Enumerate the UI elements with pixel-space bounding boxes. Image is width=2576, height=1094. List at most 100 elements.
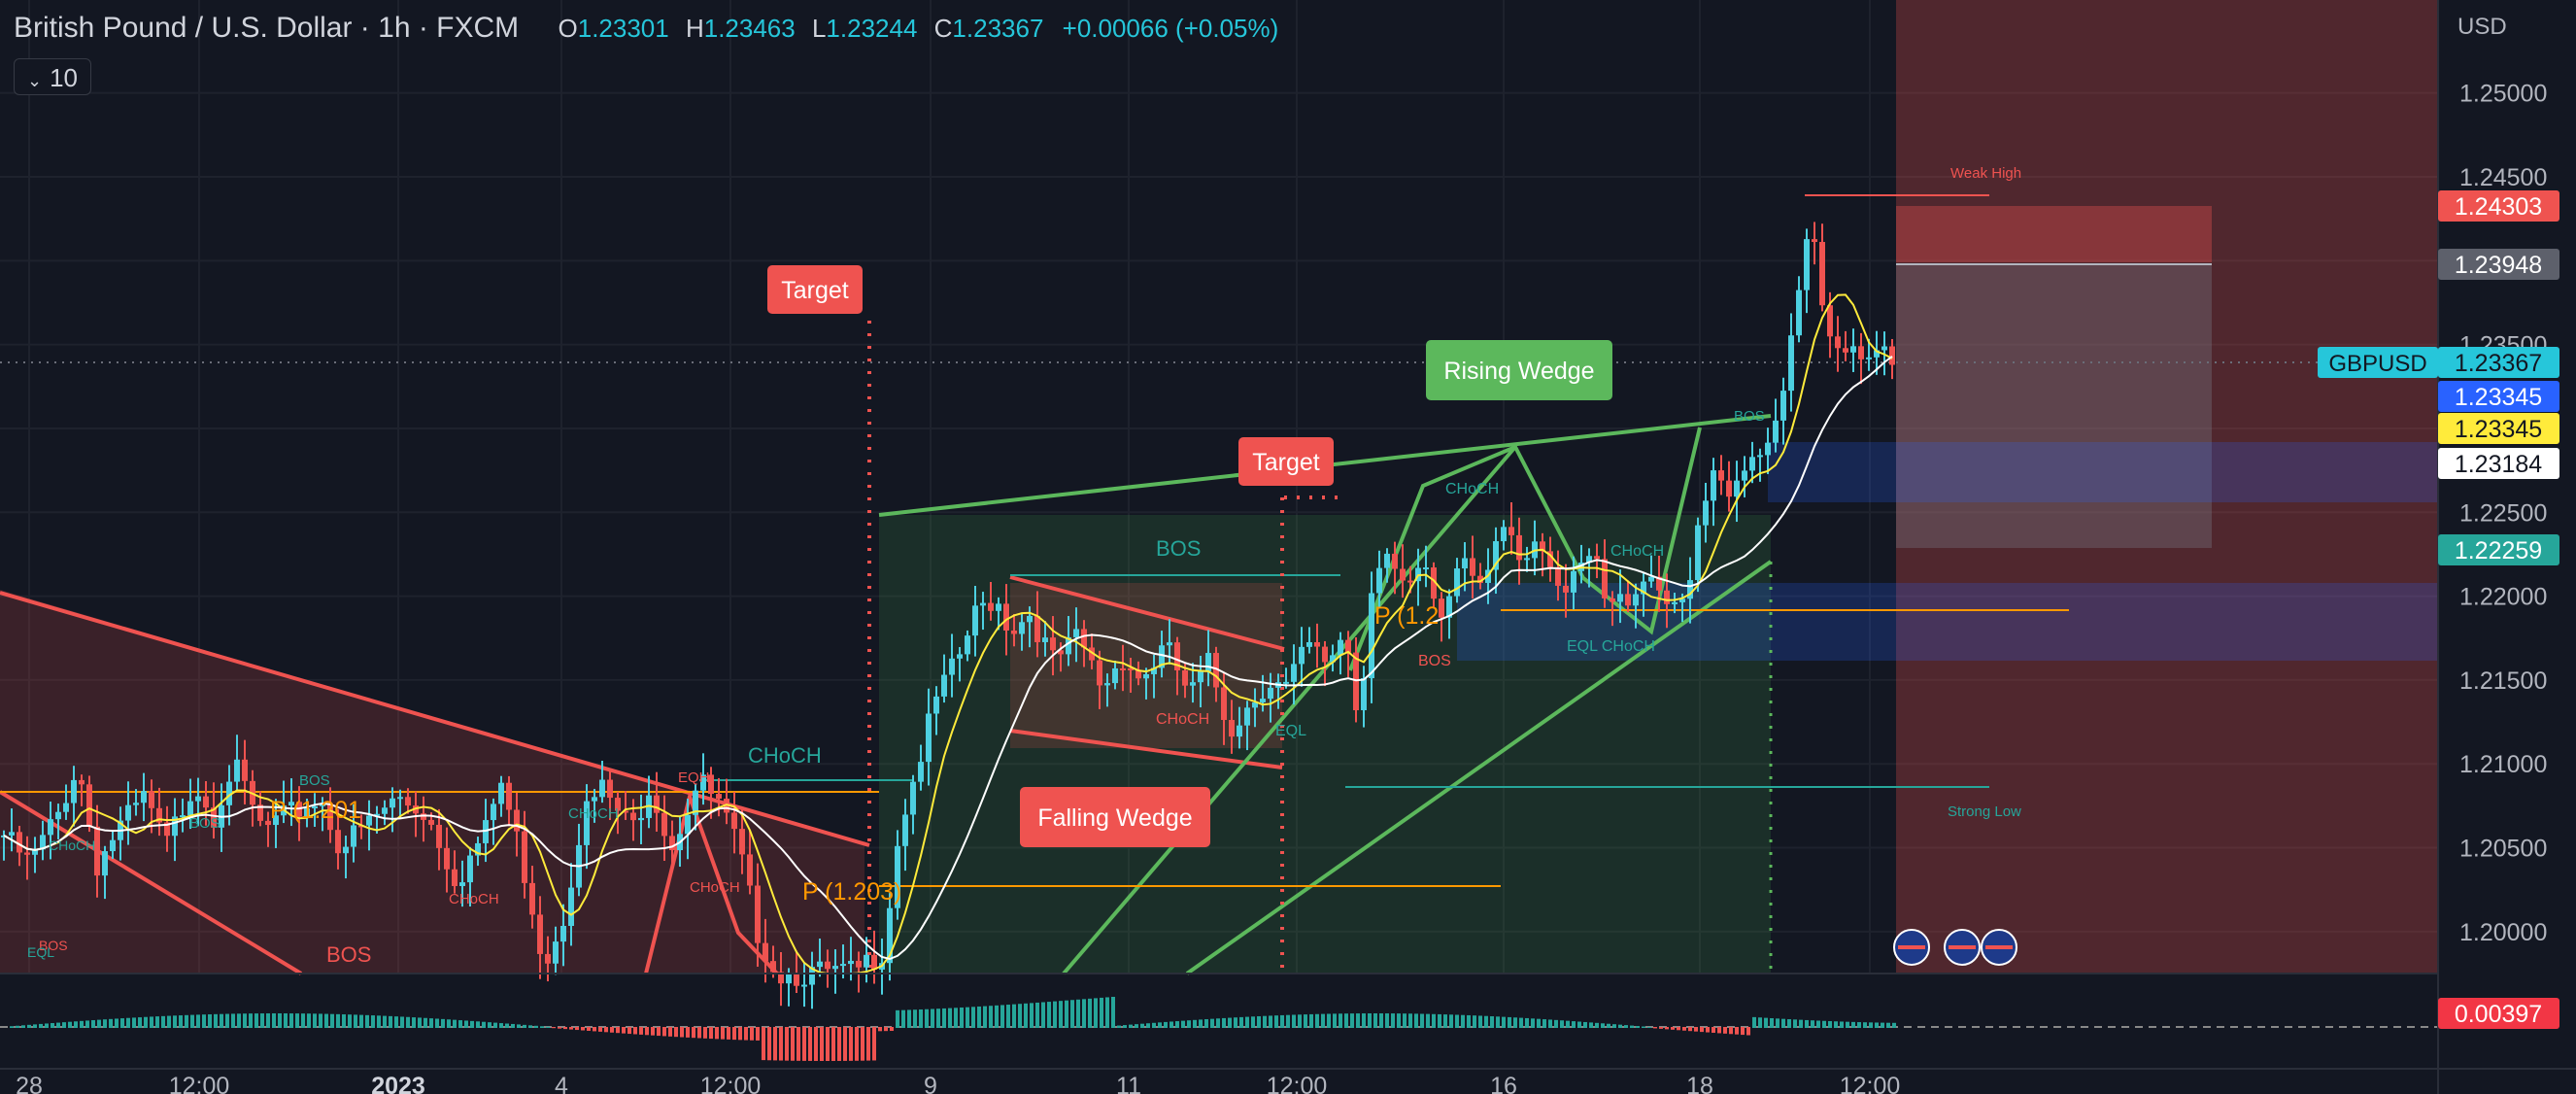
candle-body [475, 842, 481, 856]
oscillator-bar [1589, 1022, 1593, 1028]
oscillator-bar [493, 1022, 497, 1028]
candle-body [1516, 534, 1522, 561]
oscillator-bar [1618, 1024, 1622, 1028]
oscillator-bar [109, 1018, 113, 1028]
candle-body [1089, 647, 1095, 661]
candle [265, 811, 271, 847]
oscillator-bar [866, 1027, 870, 1061]
oscillator-bar [1076, 999, 1080, 1028]
oscillator-bar [1105, 997, 1109, 1028]
oscillator-bar [942, 1008, 946, 1028]
x-tick-label: 11 [1116, 1073, 1141, 1094]
candle-body [242, 759, 248, 781]
oscillator-bar [313, 1013, 317, 1028]
oscillator-bar [1805, 1019, 1809, 1028]
oscillator-bar [68, 1021, 72, 1028]
candle-body [467, 855, 473, 883]
candle [1555, 550, 1561, 601]
candle-body [926, 713, 932, 763]
candle [1376, 550, 1382, 608]
candle [1128, 658, 1134, 693]
candle [949, 633, 955, 698]
oscillator-bar [773, 1027, 777, 1061]
candle-body [156, 807, 162, 823]
candle [94, 804, 100, 898]
x-tick-label: 12:00 [169, 1073, 230, 1094]
candle [1757, 448, 1763, 482]
oscillator-bar [528, 1025, 532, 1028]
chevron-down-icon: ⌄ [26, 71, 43, 90]
x-tick-label: 4 [555, 1073, 568, 1094]
candle-body [592, 797, 597, 802]
falling-wedge-label-bg [1020, 787, 1210, 847]
candle-body [1866, 357, 1872, 359]
oscillator-histogram [10, 996, 1896, 1061]
oscillator-bar [418, 1017, 422, 1028]
oscillator-bar [1228, 1017, 1232, 1028]
structure-annotation: CHoCH [568, 805, 619, 822]
pivot-label-left: P (1.201 [270, 797, 361, 824]
falling-wedge-lower [1009, 729, 1283, 769]
price-label: 1.22259 [2438, 534, 2559, 565]
candle-body [1423, 567, 1429, 570]
candle-body [755, 885, 761, 943]
candle-body [1322, 646, 1328, 663]
candle-body [786, 974, 792, 984]
candle [560, 904, 566, 967]
candle-body [273, 815, 279, 826]
oscillator-bar [85, 1020, 89, 1028]
candle [599, 761, 605, 803]
oscillator-bar [896, 1009, 899, 1028]
candle [71, 766, 77, 827]
candle-body [1291, 664, 1297, 682]
oscillator-bar [365, 1014, 369, 1028]
oscillator-bar [91, 1020, 95, 1028]
candle [661, 795, 667, 861]
candle [1019, 613, 1025, 651]
candle-body [405, 797, 411, 806]
y-tick-label: 1.24500 [2459, 164, 2547, 191]
candle-body [918, 762, 924, 782]
candle [32, 837, 38, 873]
candle-body [1563, 585, 1569, 593]
candle-body [988, 602, 994, 611]
candle-body [825, 961, 830, 970]
candle-body [436, 824, 442, 848]
candle [102, 845, 108, 900]
oscillator-bar [1700, 1027, 1704, 1033]
oscillator-bar [814, 1027, 818, 1061]
candle-body [444, 847, 450, 870]
oscillator-bar [762, 1027, 765, 1061]
candle [980, 592, 986, 631]
candle-body [1780, 391, 1786, 421]
candle [1299, 627, 1305, 687]
symbol-title[interactable]: British Pound / U.S. Dollar · 1h · FXCM [14, 12, 520, 44]
candle [63, 784, 69, 820]
oscillator-bar [558, 1027, 561, 1029]
oscillator-bar [1257, 1015, 1261, 1028]
oscillator-bar [1793, 1019, 1797, 1028]
oscillator-bar [1758, 1017, 1762, 1028]
candle [1780, 377, 1786, 445]
x-tick-label: 2023 [371, 1073, 425, 1094]
candle [1866, 338, 1872, 371]
oscillator-bar [138, 1017, 142, 1028]
candle [1338, 632, 1343, 675]
candle-body [428, 819, 434, 825]
candle-body [887, 907, 893, 964]
ohlc-readout: O1.23301 H1.23463 L1.23244 C1.23367 +0.0… [558, 14, 1279, 43]
candle-body [1602, 559, 1608, 598]
oscillator-value-label: 0.00397 [2438, 998, 2559, 1029]
candle-body [203, 796, 209, 808]
indicators-toggle-button[interactable]: ⌄ 10 [14, 58, 91, 95]
candle-body [1198, 670, 1203, 683]
candle [452, 850, 458, 894]
oscillator-bar [1286, 1014, 1290, 1028]
oscillator-bar [622, 1027, 626, 1034]
oscillator-bar [598, 1027, 602, 1032]
candle [312, 793, 318, 827]
strong-low-label: Strong Low [1948, 803, 2021, 820]
candle [1742, 456, 1747, 497]
candle [592, 788, 597, 823]
